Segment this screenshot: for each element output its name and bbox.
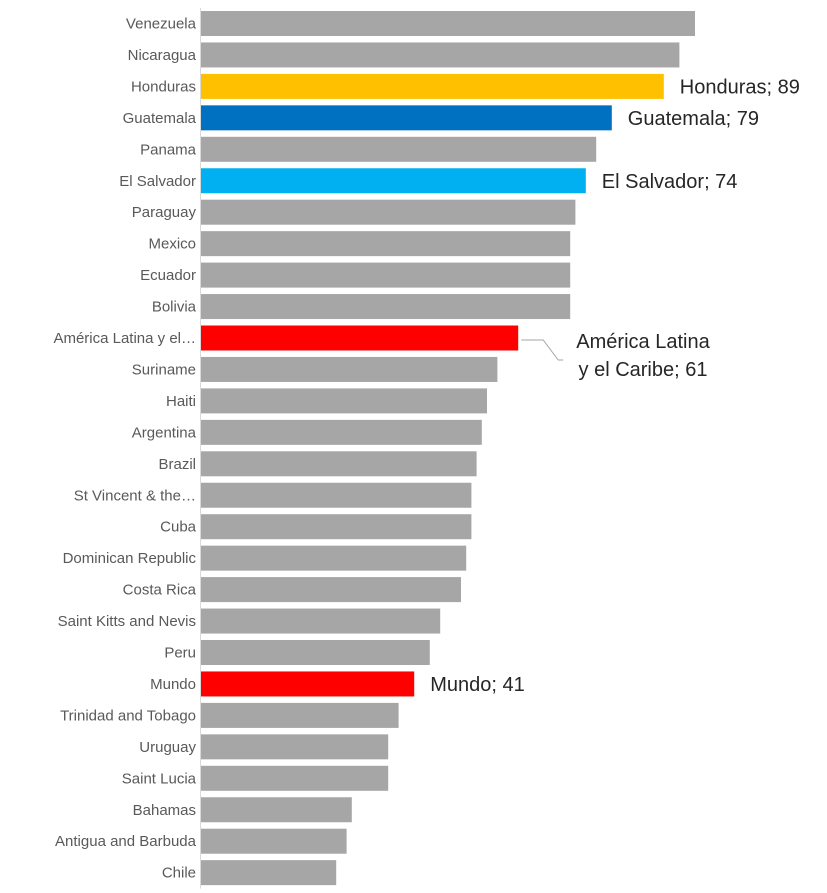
category-label: St Vincent & the… [74,487,196,504]
category-label: Mexico [148,236,196,253]
category-label: Brazil [158,456,196,473]
data-labels: Honduras; 89 Guatemala; 79 El Salvador; 74… [430,76,800,696]
category-label: Dominican Republic [63,550,197,567]
category-labels: Venezuela Nicaragua Honduras Guatemala Panam… [53,16,196,882]
data-label: y el Caribe; 61 [579,359,708,381]
bar-paraguay [201,199,576,225]
bar-antigua-and-barbuda [201,828,347,854]
category-label: Bolivia [152,299,197,316]
bar-honduras [201,73,664,99]
bar-brazil [201,451,477,477]
category-label: Peru [164,645,196,662]
category-label: El Salvador [119,173,196,190]
category-label: América Latina y el… [53,330,196,347]
category-label: Argentina [132,424,197,441]
data-label: Mundo; 41 [430,674,525,696]
data-label: El Salvador; 74 [602,171,738,193]
data-label: América Latina [576,331,710,353]
bar-costa-rica [201,577,461,603]
bar-trinidad-and-tobago [201,702,399,728]
bar-st-vincent-the [201,482,472,508]
bar-dominican-republic [201,545,467,571]
category-label: Costa Rica [123,582,197,599]
bar-panama [201,136,597,162]
bar-ecuador [201,262,571,288]
category-label: Panama [140,141,197,158]
bar-saint-lucia [201,765,389,791]
category-label: Trinidad and Tobago [60,707,196,724]
bar-cuba [201,514,472,540]
category-label: Bahamas [133,802,196,819]
bar-haiti [201,388,487,414]
bar-el-salvador [201,168,586,194]
data-label: Honduras; 89 [680,76,800,98]
bar-nicaragua [201,42,680,68]
category-label: Paraguay [132,204,197,221]
category-label: Saint Kitts and Nevis [58,613,196,630]
data-label: Guatemala; 79 [628,108,759,130]
leader-line [521,339,564,361]
category-label: Nicaragua [128,47,197,64]
category-label: Saint Lucia [122,770,197,787]
bar-bahamas [201,797,352,823]
bar-mexico [201,231,571,257]
bar-chile [201,860,337,886]
category-label: Honduras [131,78,196,95]
bar-suriname [201,356,498,382]
bar-am-rica-latina-y-el [201,325,519,351]
category-label: Cuba [160,519,197,536]
category-label: Suriname [132,361,196,378]
category-label: Haiti [166,393,196,410]
bar-peru [201,640,430,665]
category-label: Uruguay [139,739,196,756]
bars-group [201,11,695,886]
category-label: Ecuador [140,267,196,284]
bar-venezuela [201,11,695,36]
category-label: Chile [162,865,196,882]
category-label: Guatemala [123,110,197,127]
bar-bolivia [201,294,571,320]
category-label: Mundo [150,676,196,693]
category-label: Antigua and Barbuda [55,833,197,850]
bar-guatemala [201,105,612,131]
bar-mundo [201,671,415,697]
category-label: Venezuela [126,16,197,33]
bar-saint-kitts-and-nevis [201,608,441,634]
bar-uruguay [201,734,389,760]
bar-argentina [201,419,482,445]
